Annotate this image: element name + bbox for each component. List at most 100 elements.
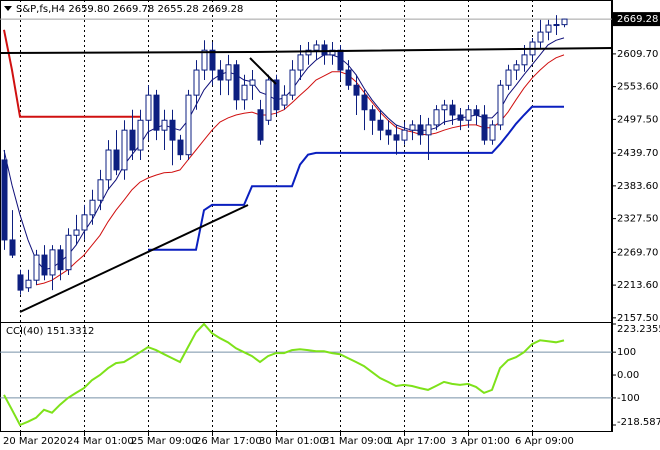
cci-line [3, 322, 565, 427]
x-tick-label: 25 Mar 09:00 [131, 436, 198, 447]
candle-body [497, 84, 504, 126]
close-label: 2669.28 [202, 4, 243, 15]
high-label: 2669.78 [113, 4, 154, 15]
candle-body [209, 49, 216, 71]
indicator-value: 151.3312 [47, 326, 95, 337]
candle-body [201, 49, 208, 71]
candle-body [417, 124, 424, 136]
candle-body [553, 24, 560, 27]
y-tick-label: 2609.70 [617, 49, 658, 60]
candle-body [393, 134, 400, 141]
low-label: 2655.28 [157, 4, 198, 15]
chart-frame [0, 0, 612, 432]
y-tick-label: 2497.50 [617, 114, 658, 125]
candle-body [57, 249, 64, 271]
horizontal-trendline [0, 47, 613, 54]
candle-body [297, 54, 304, 71]
candle-body [1, 159, 8, 241]
candle-body [505, 69, 512, 86]
candle-body [521, 54, 528, 66]
candle-body [473, 109, 480, 116]
y-tick-label: 223.2355 [617, 324, 660, 335]
candle-body [217, 69, 224, 81]
candle-body [353, 84, 360, 96]
current-price-label: 2669.28 [617, 14, 658, 25]
candle-body [233, 64, 240, 101]
candle-body [153, 94, 160, 131]
indicator-line [148, 105, 564, 251]
candle-body [465, 109, 472, 121]
candle-body [121, 129, 128, 171]
candle-body [441, 104, 448, 111]
x-tick-label: 31 Mar 09:00 [323, 436, 390, 447]
y-tick-label: 2157.50 [617, 313, 658, 324]
candle-body [9, 239, 16, 256]
candle-body [305, 49, 312, 56]
menu-arrow[interactable] [4, 6, 12, 11]
indicator-title: CCI(40) [6, 326, 44, 337]
candle-body [489, 124, 496, 141]
y-tick-label: -100 [617, 393, 640, 404]
candle-body [449, 104, 456, 116]
candle-body [49, 249, 56, 276]
candle-body [137, 119, 144, 151]
y-tick-label: 2383.60 [617, 181, 658, 192]
candle-body [289, 69, 296, 96]
y-tick-label: 2213.60 [617, 280, 658, 291]
candle-body [345, 69, 352, 86]
candle-body [177, 139, 184, 156]
candle-body [249, 79, 256, 86]
candle-body [265, 79, 272, 121]
candle-body [337, 49, 344, 71]
candle-body [113, 149, 120, 171]
grid [0, 0, 612, 432]
x-tick-label: 1 Apr 17:00 [387, 436, 446, 447]
y-tick-label: 2553.60 [617, 82, 658, 93]
candle-body [81, 214, 88, 231]
x-tick-label: 20 Mar 2020 [3, 436, 66, 447]
candle-body [257, 109, 264, 141]
candle-body [537, 31, 544, 43]
candle-body [409, 124, 416, 131]
candle-body [41, 254, 48, 276]
rising-trendline [19, 204, 249, 313]
current-price-box [613, 12, 660, 27]
chart-header: S&P,fs,H4 2659.80 2669.78 2655.28 2669.2… [16, 4, 243, 15]
indicator-line [3, 29, 140, 118]
candle-body [33, 254, 40, 281]
candle-body [17, 274, 24, 291]
symbol: S&P,fs,H4 [16, 4, 65, 15]
candle-body [25, 279, 32, 289]
short-trendline [249, 57, 277, 85]
candle-body [65, 234, 72, 271]
candle-body [361, 94, 368, 111]
y-tick-label: -218.5875 [617, 417, 660, 428]
open-label: 2659.80 [68, 4, 109, 15]
candle-body [433, 109, 440, 126]
candle-body [481, 114, 488, 141]
candle-body [185, 94, 192, 156]
candle-body [385, 129, 392, 136]
indicator-header: CCI(40) 151.3312 [6, 326, 94, 337]
candle-body [161, 119, 168, 131]
x-tick-label: 30 Mar 01:00 [259, 436, 326, 447]
candle-body [225, 64, 232, 81]
y-tick-label: 100 [617, 347, 636, 358]
candle-body [561, 18, 568, 26]
candle-body [425, 124, 432, 136]
x-tick-label: 3 Apr 01:00 [451, 436, 510, 447]
x-tick-label: 6 Apr 09:00 [515, 436, 574, 447]
candle-body [241, 84, 248, 101]
candle-body [193, 69, 200, 96]
candle-body [401, 129, 408, 141]
candle-body [369, 109, 376, 121]
x-tick-label: 24 Mar 01:00 [67, 436, 134, 447]
candle-body [105, 149, 112, 181]
y-tick-label: 2327.50 [617, 214, 658, 225]
candle-body [281, 94, 288, 106]
y-tick-label: 2269.70 [617, 247, 658, 258]
candle-body [377, 119, 384, 131]
y-tick-label: 0.00 [617, 370, 639, 381]
axis: 2609.70 2553.60 2497.50 2439.70 2383.60 2327.… [3, 0, 660, 447]
